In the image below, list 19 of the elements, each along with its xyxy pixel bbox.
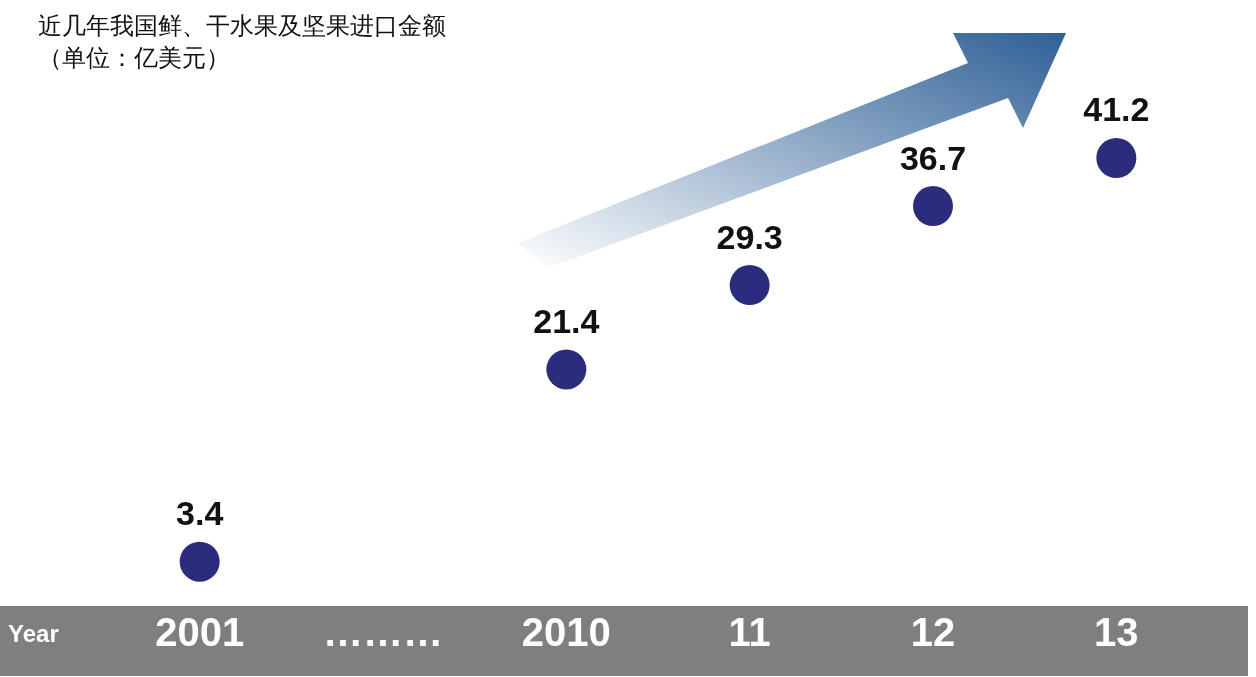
x-tick-label: 11: [728, 610, 771, 655]
x-tick-label: 12: [910, 610, 956, 655]
point: [729, 265, 770, 306]
point: [913, 186, 953, 227]
data-label: 21.4: [533, 301, 600, 340]
x-tick-label: 2010: [521, 610, 611, 655]
data-label: 3.4: [176, 494, 224, 533]
x-tick-label: ………: [323, 610, 443, 655]
data-label: 29.3: [716, 217, 783, 256]
point: [546, 349, 587, 390]
chart-title: 近几年我国鲜、干水果及坚果进口金额: [38, 11, 446, 42]
x-tick-label: 13: [1094, 610, 1139, 655]
data-label: 36.7: [899, 138, 967, 177]
data-label: 41.2: [1083, 90, 1150, 129]
point: [1096, 138, 1137, 178]
point: [179, 541, 220, 582]
x-tick-label: 2001: [155, 610, 245, 655]
chart-subtitle: （单位：亿美元）: [38, 43, 231, 74]
x-axis-title: Year: [8, 620, 59, 648]
